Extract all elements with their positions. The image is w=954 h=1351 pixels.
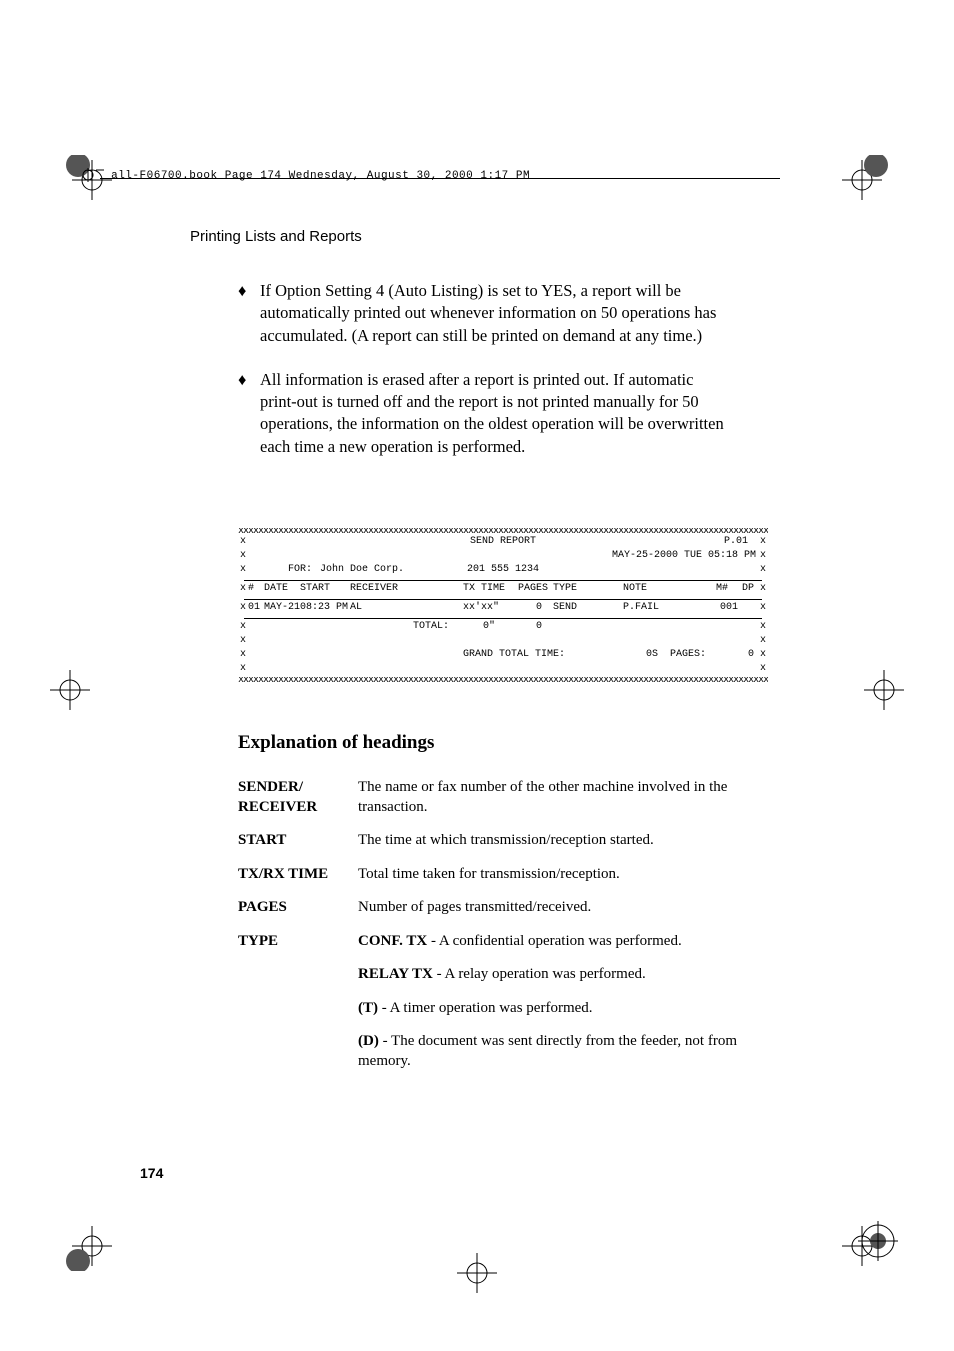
def-type: TYPE CONF. TX - A confidential operation…	[238, 932, 738, 952]
bullet-2: ♦ All information is erased after a repo…	[238, 369, 728, 458]
report-phone: 201 555 1234	[467, 564, 539, 575]
report-data-row: x 01 MAY-21 08:23 PM AL xx'xx" 0 SEND P.…	[238, 602, 768, 616]
corner-dot-bl	[58, 1231, 98, 1271]
x-left: x	[240, 550, 246, 561]
x-right: x	[760, 550, 766, 561]
term-txrx: TX/RX TIME	[238, 865, 358, 885]
body-type-0: CONF. TX - A confidential operation was …	[358, 932, 738, 952]
crop-mark-bl	[52, 1206, 132, 1286]
body-type-2: (T) - A timer operation was performed.	[358, 999, 738, 1019]
report-grand-row: x GRAND TOTAL TIME: 0S PAGES: 0 x	[238, 649, 768, 663]
crop-mark-tr	[822, 140, 902, 220]
definitions: SENDER/ RECEIVER The name or fax number …	[238, 778, 738, 1085]
bullet-1: ♦ If Option Setting 4 (Auto Listing) is …	[238, 280, 728, 347]
bullet-1-text: If Option Setting 4 (Auto Listing) is se…	[260, 280, 728, 347]
term-type: TYPE	[238, 932, 358, 952]
term-sender: SENDER/ RECEIVER	[238, 778, 358, 817]
sample-report: xxxxxxxxxxxxxxxxxxxxxxxxxxxxxxxxxxxxxxxx…	[238, 528, 768, 685]
diamond-icon: ♦	[238, 369, 260, 458]
report-hr	[244, 580, 762, 581]
crop-mark-ml	[30, 650, 110, 730]
section-title: Printing Lists and Reports	[190, 228, 362, 245]
for-label: FOR:	[288, 564, 312, 575]
term-start: START	[238, 831, 358, 851]
report-border-top: xxxxxxxxxxxxxxxxxxxxxxxxxxxxxxxxxxxxxxxx…	[238, 528, 768, 536]
crop-mark-bc	[437, 1233, 517, 1313]
crop-mark-mr	[844, 650, 924, 730]
x-left: x	[240, 536, 246, 547]
bullet-2-text: All information is erased after a report…	[260, 369, 728, 458]
def-pages: PAGES Number of pages transmitted/receiv…	[238, 898, 738, 918]
term-pages: PAGES	[238, 898, 358, 918]
x-right: x	[760, 564, 766, 575]
body-start: The time at which transmission/reception…	[358, 831, 738, 851]
def-start: START The time at which transmission/rec…	[238, 831, 738, 851]
for-value: John Doe Corp.	[320, 564, 404, 575]
page-number: 174	[140, 1165, 163, 1181]
x-left: x	[240, 564, 246, 575]
phi-icon	[78, 168, 104, 182]
body-type-1: RELAY TX - A relay operation was perform…	[358, 965, 738, 985]
body-content: ♦ If Option Setting 4 (Auto Listing) is …	[238, 280, 728, 480]
def-sender: SENDER/ RECEIVER The name or fax number …	[238, 778, 738, 817]
def-txrx: TX/RX TIME Total time taken for transmis…	[238, 865, 738, 885]
report-hr	[244, 618, 762, 619]
report-hr	[244, 599, 762, 600]
body-type-3: (D) - The document was sent directly fro…	[358, 1032, 738, 1071]
report-title: SEND REPORT	[470, 536, 536, 547]
diamond-icon: ♦	[238, 280, 260, 347]
explanation-heading: Explanation of headings	[238, 732, 434, 754]
body-txrx: Total time taken for transmission/recept…	[358, 865, 738, 885]
header-file-text: all-F06700.book Page 174 Wednesday, Augu…	[111, 170, 530, 182]
corner-dot-tr	[856, 155, 896, 195]
report-total-row: x TOTAL: 0" 0 x	[238, 621, 768, 635]
report-page: P.01	[724, 536, 748, 547]
header-rule	[100, 178, 780, 179]
report-columns: x # DATE START RECEIVER TX TIME PAGES TY…	[238, 583, 768, 597]
report-timestamp: MAY-25-2000 TUE 05:18 PM	[612, 550, 756, 561]
report-border-bottom: xxxxxxxxxxxxxxxxxxxxxxxxxxxxxxxxxxxxxxxx…	[238, 677, 768, 685]
x-right: x	[760, 536, 766, 547]
crop-mark-br	[822, 1206, 902, 1286]
body-pages: Number of pages transmitted/received.	[358, 898, 738, 918]
corner-dot-br	[848, 1211, 908, 1271]
body-sender: The name or fax number of the other mach…	[358, 778, 738, 817]
book-header-line: all-F06700.book Page 174 Wednesday, Augu…	[78, 168, 530, 182]
